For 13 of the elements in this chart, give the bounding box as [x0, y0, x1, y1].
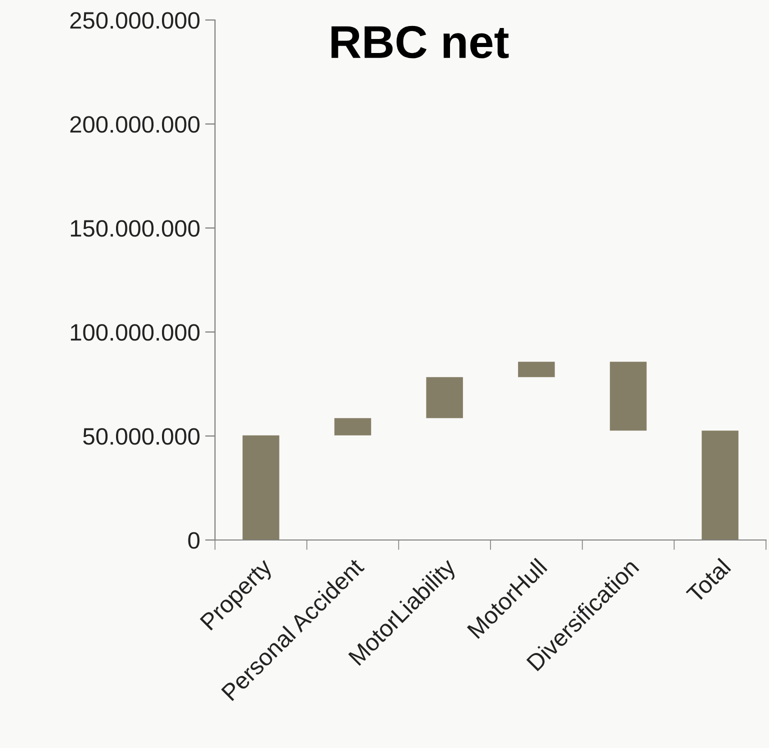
y-tick-label: 150.000.000 [70, 220, 200, 237]
chart-title: RBC net [332, 26, 509, 58]
bar [334, 418, 372, 436]
y-tick-label: 100.000.000 [70, 324, 200, 341]
y-tick-label: 250.000.000 [70, 12, 200, 29]
bar [426, 377, 463, 418]
y-tick-label: 200.000.000 [70, 116, 200, 133]
y-tick-label: 0 [188, 532, 200, 549]
bar [702, 430, 738, 540]
bar [518, 362, 555, 378]
y-tick-label: 50.000.000 [83, 428, 200, 445]
bar [242, 435, 280, 540]
bar [610, 362, 647, 431]
